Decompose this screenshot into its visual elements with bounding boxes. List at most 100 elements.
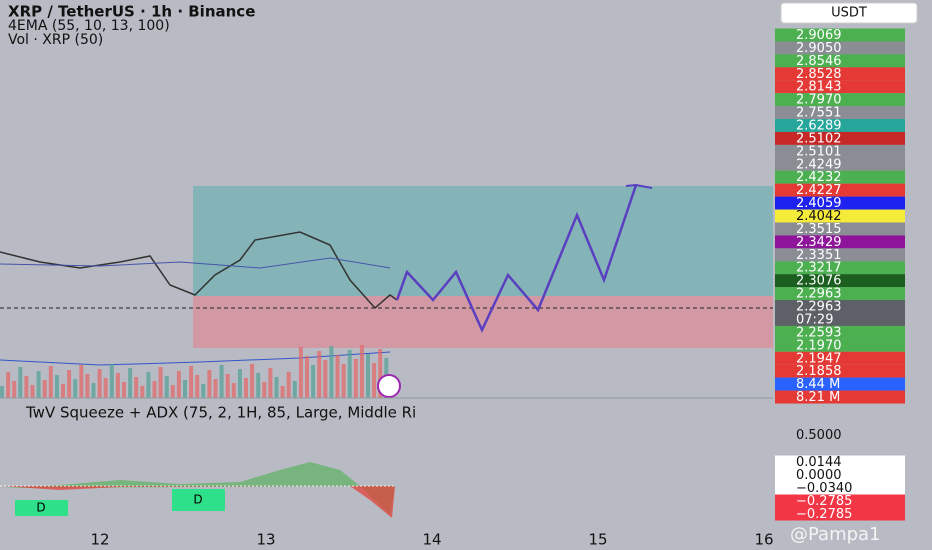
volume-bar: [146, 372, 151, 398]
price-label: 2.8546: [796, 54, 842, 69]
volume-bar: [36, 371, 41, 398]
price-label-bg: [775, 67, 905, 81]
price-label-bg: [775, 312, 905, 326]
price-label-bg: [775, 235, 905, 249]
volume-bar: [42, 380, 47, 398]
price-label-bg: [775, 300, 905, 314]
price-label: 8.44 M: [796, 377, 840, 392]
volume-bar: [128, 368, 133, 398]
indicator-label: −0.2785: [796, 507, 852, 522]
price-label-bg: [775, 28, 905, 42]
volume-bar: [372, 363, 377, 398]
volume-bar: [158, 367, 163, 398]
volume-bar: [152, 381, 157, 398]
indicator-label: 0.0000: [796, 468, 842, 483]
price-label-bg: [775, 209, 905, 223]
volume-bar: [48, 366, 53, 398]
x-axis: 12 13 14 15 16: [90, 531, 773, 549]
x-label: 16: [754, 531, 773, 549]
price-label-bg: [775, 131, 905, 145]
indicator-title: TwV Squeeze + ADX (75, 2, 1H, 85, Large,…: [25, 404, 416, 422]
target-zone: [193, 186, 773, 296]
price-label: 2.9050: [796, 41, 842, 56]
volume-bar: [225, 374, 230, 398]
price-label: 2.3351: [796, 248, 842, 263]
volume-bar: [201, 384, 206, 398]
volume-bar: [97, 369, 102, 398]
volume: [0, 345, 389, 398]
volume-bar: [244, 378, 248, 398]
price-label-bg: [775, 261, 905, 275]
price-label-bg: [775, 248, 905, 262]
price-label-bg: [775, 222, 905, 236]
price-label: 2.6289: [796, 119, 842, 134]
volume-bar: [67, 370, 72, 398]
indicator-label: −0.0340: [796, 481, 852, 496]
volume-bar: [347, 350, 352, 398]
price-label-bg: [775, 157, 905, 171]
price-label-bg: [775, 351, 905, 365]
price-label: 2.1947: [796, 351, 842, 366]
volume-bar: [286, 372, 291, 398]
x-label: 12: [90, 531, 109, 549]
price-label: 2.5101: [796, 144, 842, 159]
marker-box: [15, 500, 68, 516]
price-label-bg: [775, 364, 905, 378]
volume-bar: [341, 364, 346, 398]
volume-bar: [256, 373, 261, 398]
volume-bar: [183, 380, 187, 398]
watermark: @Pampa1: [790, 524, 881, 545]
volume-bar: [353, 359, 358, 398]
marker-label: D: [193, 493, 202, 507]
price-label-bg: [775, 80, 905, 94]
volume-bar: [231, 383, 236, 398]
marker-label: D: [36, 501, 45, 515]
price-label: 2.4042: [796, 209, 842, 224]
indicator-label-bg: [775, 494, 905, 508]
volume-bar: [18, 367, 23, 398]
marker-box: [172, 489, 225, 511]
volume-bar: [311, 365, 316, 398]
price-label-bg: [775, 274, 905, 288]
x-label: 15: [588, 531, 607, 549]
price-label: 2.3217: [796, 261, 842, 276]
volume-bar: [207, 370, 212, 398]
price-label-bg: [775, 93, 905, 107]
squeeze-hist: [0, 462, 395, 515]
price-label: 2.4249: [796, 157, 842, 172]
volume-bar: [30, 385, 35, 398]
currency-button[interactable]: [780, 2, 918, 24]
price-label: 2.8143: [796, 80, 842, 95]
price-label-bg: [775, 41, 905, 55]
price-label-bg: [775, 106, 905, 120]
currency: USDT: [831, 6, 867, 21]
volume-bar: [61, 384, 65, 398]
price-label: 2.1858: [796, 364, 842, 379]
volume-bar: [335, 355, 340, 398]
price-label-bg: [775, 170, 905, 184]
volume-bar: [109, 364, 114, 398]
price-label: 2.8528: [796, 67, 842, 82]
volume-bar: [250, 364, 255, 398]
indicator-label: −0.2785: [796, 494, 852, 509]
price-path: [0, 231, 398, 310]
volume-bar: [213, 379, 218, 398]
price-label: 2.2963: [796, 287, 842, 302]
volume-bar: [73, 379, 78, 398]
volume-bar: [12, 381, 17, 398]
volume-bar: [219, 365, 224, 398]
price-label-bg: [775, 325, 905, 339]
indicator-label-bg: [775, 481, 905, 495]
alert-icon[interactable]: [377, 374, 401, 398]
price-label: 2.3429: [796, 235, 842, 250]
volume-bar: [280, 386, 285, 398]
volume-bar: [134, 377, 139, 398]
price-label-bg: [775, 287, 905, 301]
volume-bar: [91, 383, 96, 398]
projection: [395, 184, 638, 333]
price-label: 2.9069: [796, 28, 842, 43]
price-label-bg: [775, 338, 905, 352]
volume-bar: [292, 381, 297, 398]
volume-bar: [378, 349, 383, 398]
